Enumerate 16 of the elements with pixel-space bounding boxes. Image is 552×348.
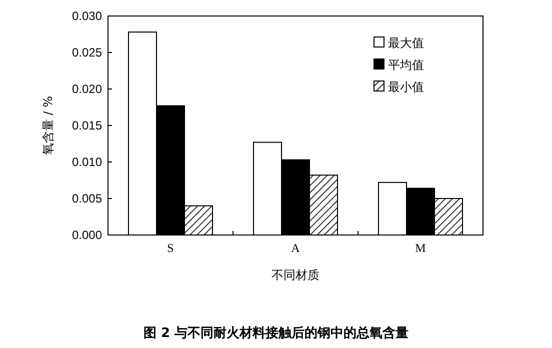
y-axis-title: 氧含量 / %	[41, 96, 55, 156]
legend-label: 最小值	[388, 80, 424, 94]
x-tick-label: S	[167, 241, 174, 255]
y-tick-label: 0.000	[72, 228, 102, 242]
y-tick-label: 0.030	[72, 9, 102, 23]
x-axis-title: 不同材质	[272, 268, 320, 282]
y-tick-label: 0.010	[72, 155, 102, 169]
y-tick-label: 0.015	[72, 118, 102, 132]
x-tick-label: M	[415, 241, 426, 255]
x-tick-label: A	[291, 241, 300, 255]
legend-label: 最大值	[388, 36, 424, 50]
text: 图 2 与不同耐火材料接触后的钢中的总氧含量	[143, 325, 409, 341]
y-tick-label: 0.025	[72, 46, 102, 60]
y-tick-label: 0.005	[72, 192, 102, 206]
y-tick-label: 0.020	[72, 82, 102, 96]
legend-label: 平均值	[388, 58, 424, 72]
